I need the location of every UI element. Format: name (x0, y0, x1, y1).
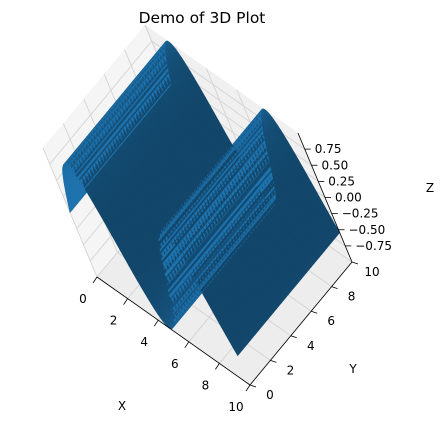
x-tick-mark (153, 319, 159, 327)
y-tick-label: 10 (364, 265, 379, 279)
x-axis-label: X (118, 399, 126, 413)
x-tick-label: 10 (228, 400, 243, 414)
z-tick-label: −0.50 (349, 223, 386, 237)
y-tick-mark (351, 261, 359, 265)
x-tick-mark (184, 341, 190, 349)
y-tick-mark (270, 360, 277, 363)
x-tick-mark (215, 363, 220, 370)
x-tick-label: 6 (171, 357, 179, 371)
x-tick-label: 4 (140, 335, 148, 349)
x-tick-label: 8 (202, 378, 210, 392)
z-axis-label: Z (426, 181, 434, 195)
chart-title: Demo of 3D Plot (139, 9, 266, 27)
grid-line-z (49, 40, 306, 165)
x-tick-mark (123, 298, 128, 305)
z-tick-label: −0.25 (342, 207, 379, 221)
y-tick-mark (331, 286, 338, 289)
y-axis-label: Y (348, 362, 357, 376)
y-tick-label: 6 (327, 314, 335, 328)
z-tick-label: 0.00 (335, 191, 362, 205)
y-tick-label: 8 (348, 290, 356, 304)
x-tick-label: 0 (79, 292, 87, 306)
z-tick-label: 0.25 (328, 174, 355, 188)
y-tick-mark (249, 384, 257, 388)
y-tick-mark (311, 310, 318, 314)
z-tick-label: −0.75 (355, 239, 392, 253)
y-tick-label: 2 (287, 363, 295, 377)
y-tick-mark (290, 335, 297, 339)
x-tick-mark (92, 276, 98, 284)
x-tick-mark (245, 384, 251, 392)
x-tick-label: 2 (110, 314, 118, 328)
y-tick-label: 0 (266, 388, 274, 402)
z-tick-label: 0.50 (322, 158, 349, 172)
z-tick-label: 0.75 (315, 142, 342, 156)
surface-plot (62, 40, 341, 357)
y-tick-label: 4 (307, 339, 315, 353)
